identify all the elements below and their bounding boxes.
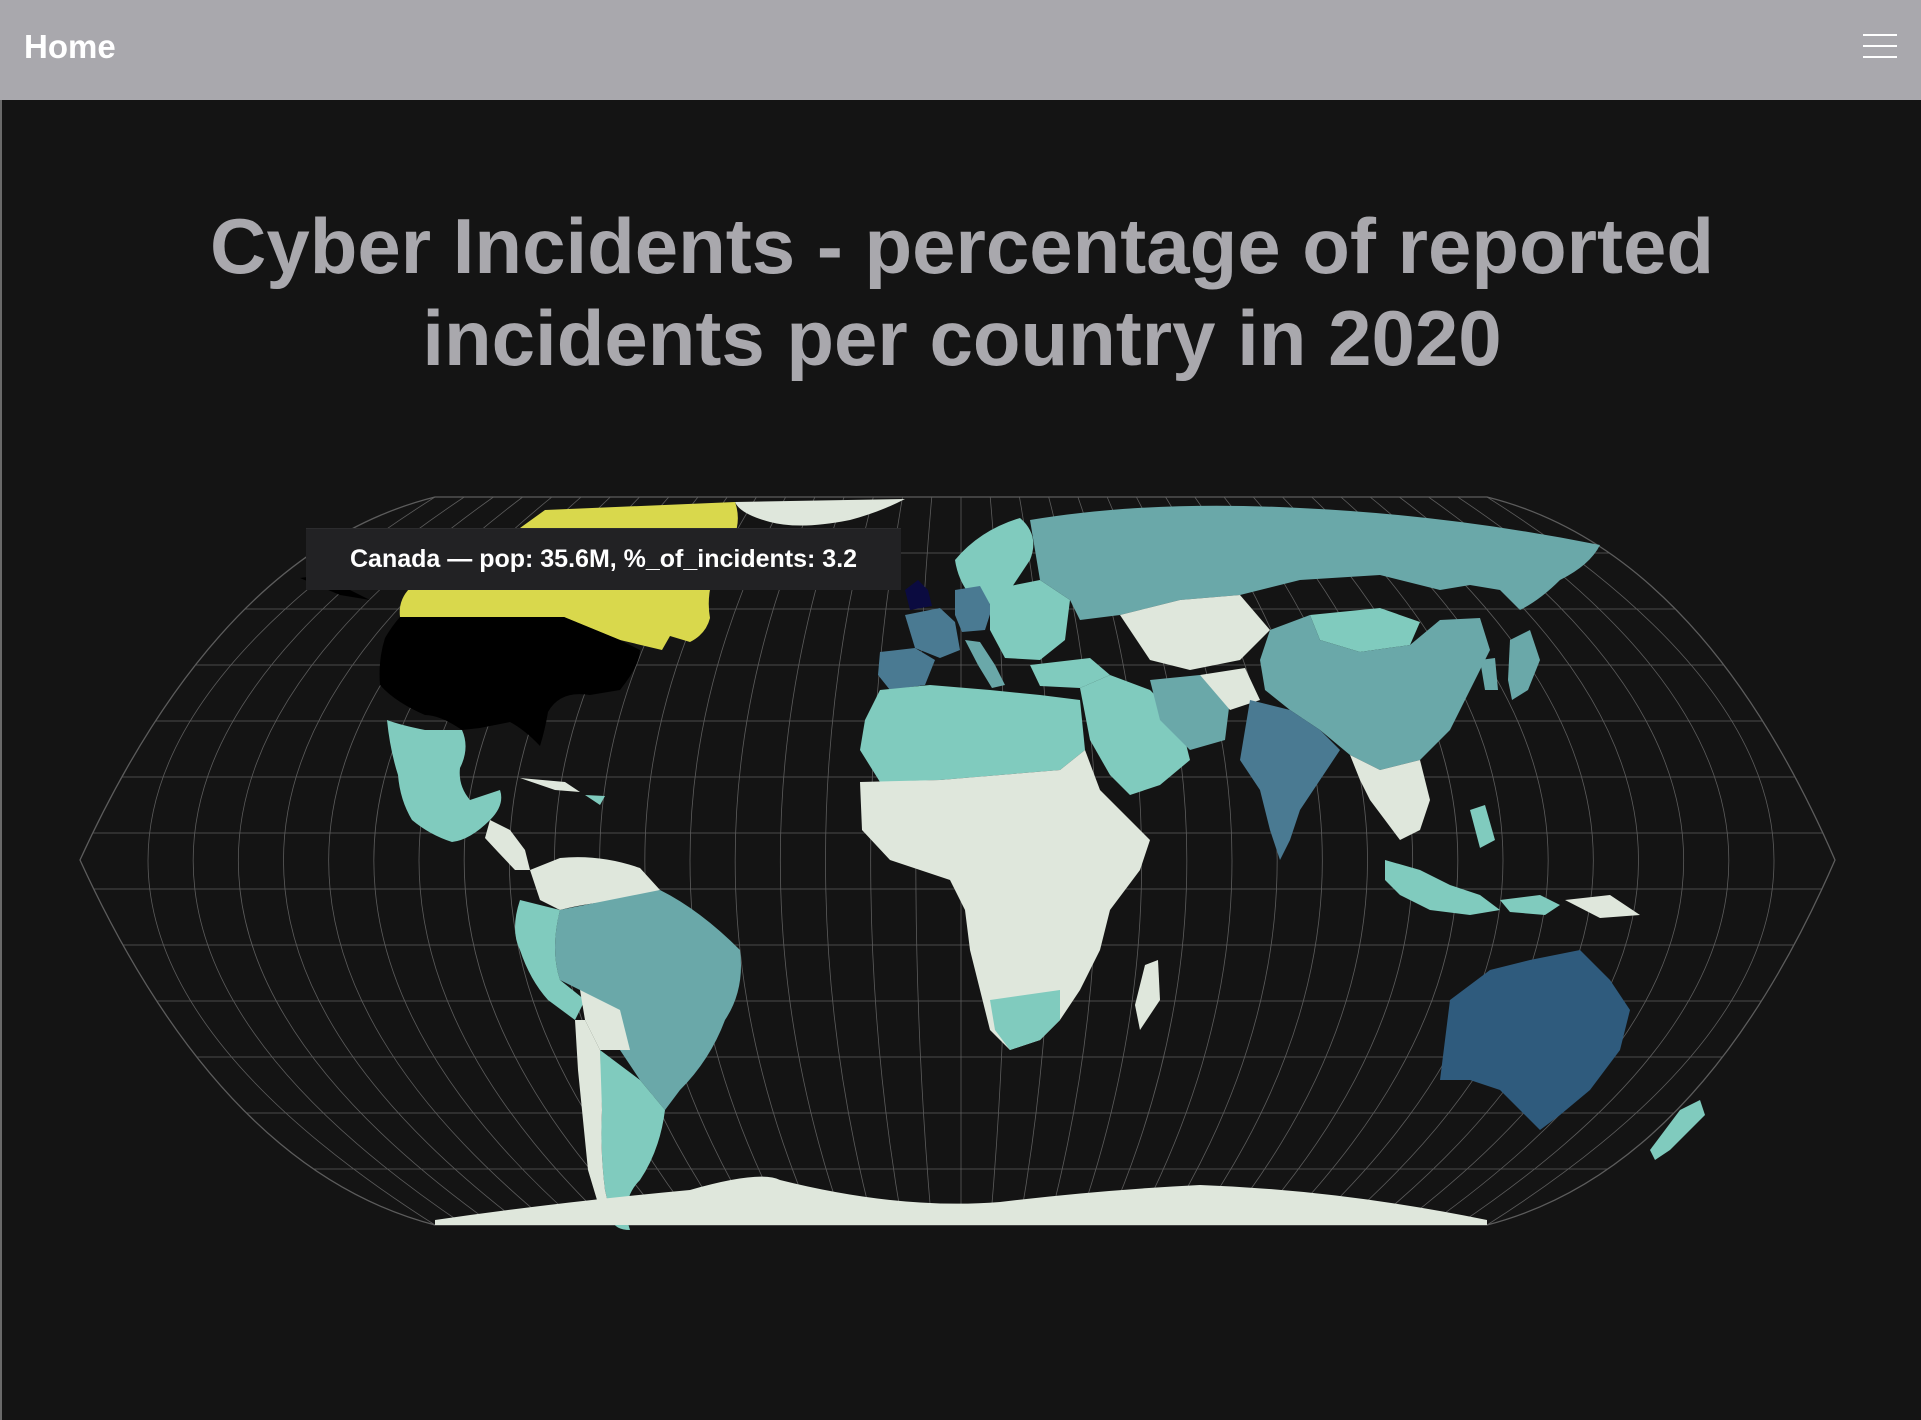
page-title-line1: Cyber Incidents - percentage of reported [210, 202, 1714, 290]
graticule-meridian [1486, 497, 1775, 1225]
graticule-meridian [870, 497, 903, 1225]
country-philippines [1470, 805, 1495, 848]
country-australia[interactable] [1440, 950, 1630, 1130]
graticule-meridian [1194, 497, 1323, 1225]
country-new-zealand[interactable] [1650, 1100, 1705, 1160]
country-france[interactable] [905, 608, 960, 658]
country-africa[interactable] [860, 750, 1150, 1050]
country-germany[interactable] [955, 586, 992, 632]
graticule-meridian [689, 497, 787, 1225]
graticule-meridian [238, 497, 494, 1225]
country-mexico[interactable] [387, 720, 502, 842]
country-india[interactable] [1240, 700, 1340, 860]
top-navbar: Home [0, 0, 1921, 100]
country-central-america [485, 820, 530, 870]
page-title-line2: incidents per country in 2020 [422, 294, 1502, 382]
graticule-meridian [147, 497, 436, 1225]
country-turkey[interactable] [1030, 658, 1110, 688]
country-china[interactable] [1260, 615, 1490, 770]
home-link[interactable]: Home [24, 28, 116, 65]
graticule-meridian [192, 497, 465, 1225]
country-chile [575, 1020, 612, 1220]
graticule-meridian [1282, 497, 1459, 1225]
country-argentina[interactable] [600, 1050, 665, 1230]
country-antarctica [435, 1176, 1487, 1225]
country-japan[interactable] [1508, 630, 1540, 700]
country-iran[interactable] [1150, 675, 1230, 750]
graticule-meridian [1311, 497, 1504, 1225]
country-north-africa[interactable] [860, 685, 1085, 782]
graticule-meridian [734, 497, 816, 1225]
graticule-meridian [1369, 497, 1594, 1225]
country-hispaniola [585, 795, 605, 805]
world-map[interactable]: Canada — pop: 35.6M, %_of_incidents: 3.2 [0, 390, 1921, 1360]
country-russia[interactable] [1030, 505, 1600, 620]
country-indochina[interactable] [1350, 755, 1430, 840]
main-content: Cyber Incidents - percentage of reported… [0, 100, 1921, 1420]
graticule-meridian [1457, 497, 1730, 1225]
hamburger-bar [1863, 34, 1897, 36]
graticule-meridian [1428, 497, 1684, 1225]
hamburger-bar [1863, 56, 1897, 58]
country-greenland[interactable] [735, 499, 905, 526]
country-south-africa[interactable] [990, 990, 1060, 1050]
country-brazil[interactable] [555, 890, 741, 1110]
world-map-svg[interactable] [0, 390, 1921, 1360]
country-tooltip: Canada — pop: 35.6M, %_of_incidents: 3.2 [306, 528, 902, 590]
country-peru[interactable] [515, 900, 585, 1020]
graticule-meridian [1340, 497, 1549, 1225]
country-uk[interactable] [905, 580, 932, 610]
country-cuba [520, 778, 580, 792]
hamburger-bar [1863, 45, 1897, 47]
page-title: Cyber Incidents - percentage of reported… [162, 200, 1762, 384]
country-kazakhstan[interactable] [1120, 595, 1270, 670]
country-usa[interactable] [379, 617, 640, 746]
country-korea [1480, 658, 1498, 690]
country-italy[interactable] [965, 640, 1005, 688]
graticule-meridian [1252, 497, 1414, 1225]
graticule-meridian [1223, 497, 1368, 1225]
country-scandinavia[interactable] [955, 518, 1034, 604]
country-mongolia[interactable] [1310, 608, 1420, 652]
country-png [1565, 895, 1640, 918]
country-malaysia-indonesia[interactable] [1385, 860, 1500, 915]
country-afghanistan [1200, 668, 1260, 710]
graticule-meridian [825, 497, 874, 1225]
country-east-europe[interactable] [990, 580, 1070, 660]
country-madagascar [1135, 960, 1160, 1030]
country-spain[interactable] [878, 648, 935, 690]
graticule-meridian [779, 497, 845, 1225]
country-indonesia-east [1500, 895, 1560, 915]
hamburger-menu-icon[interactable] [1863, 34, 1897, 60]
